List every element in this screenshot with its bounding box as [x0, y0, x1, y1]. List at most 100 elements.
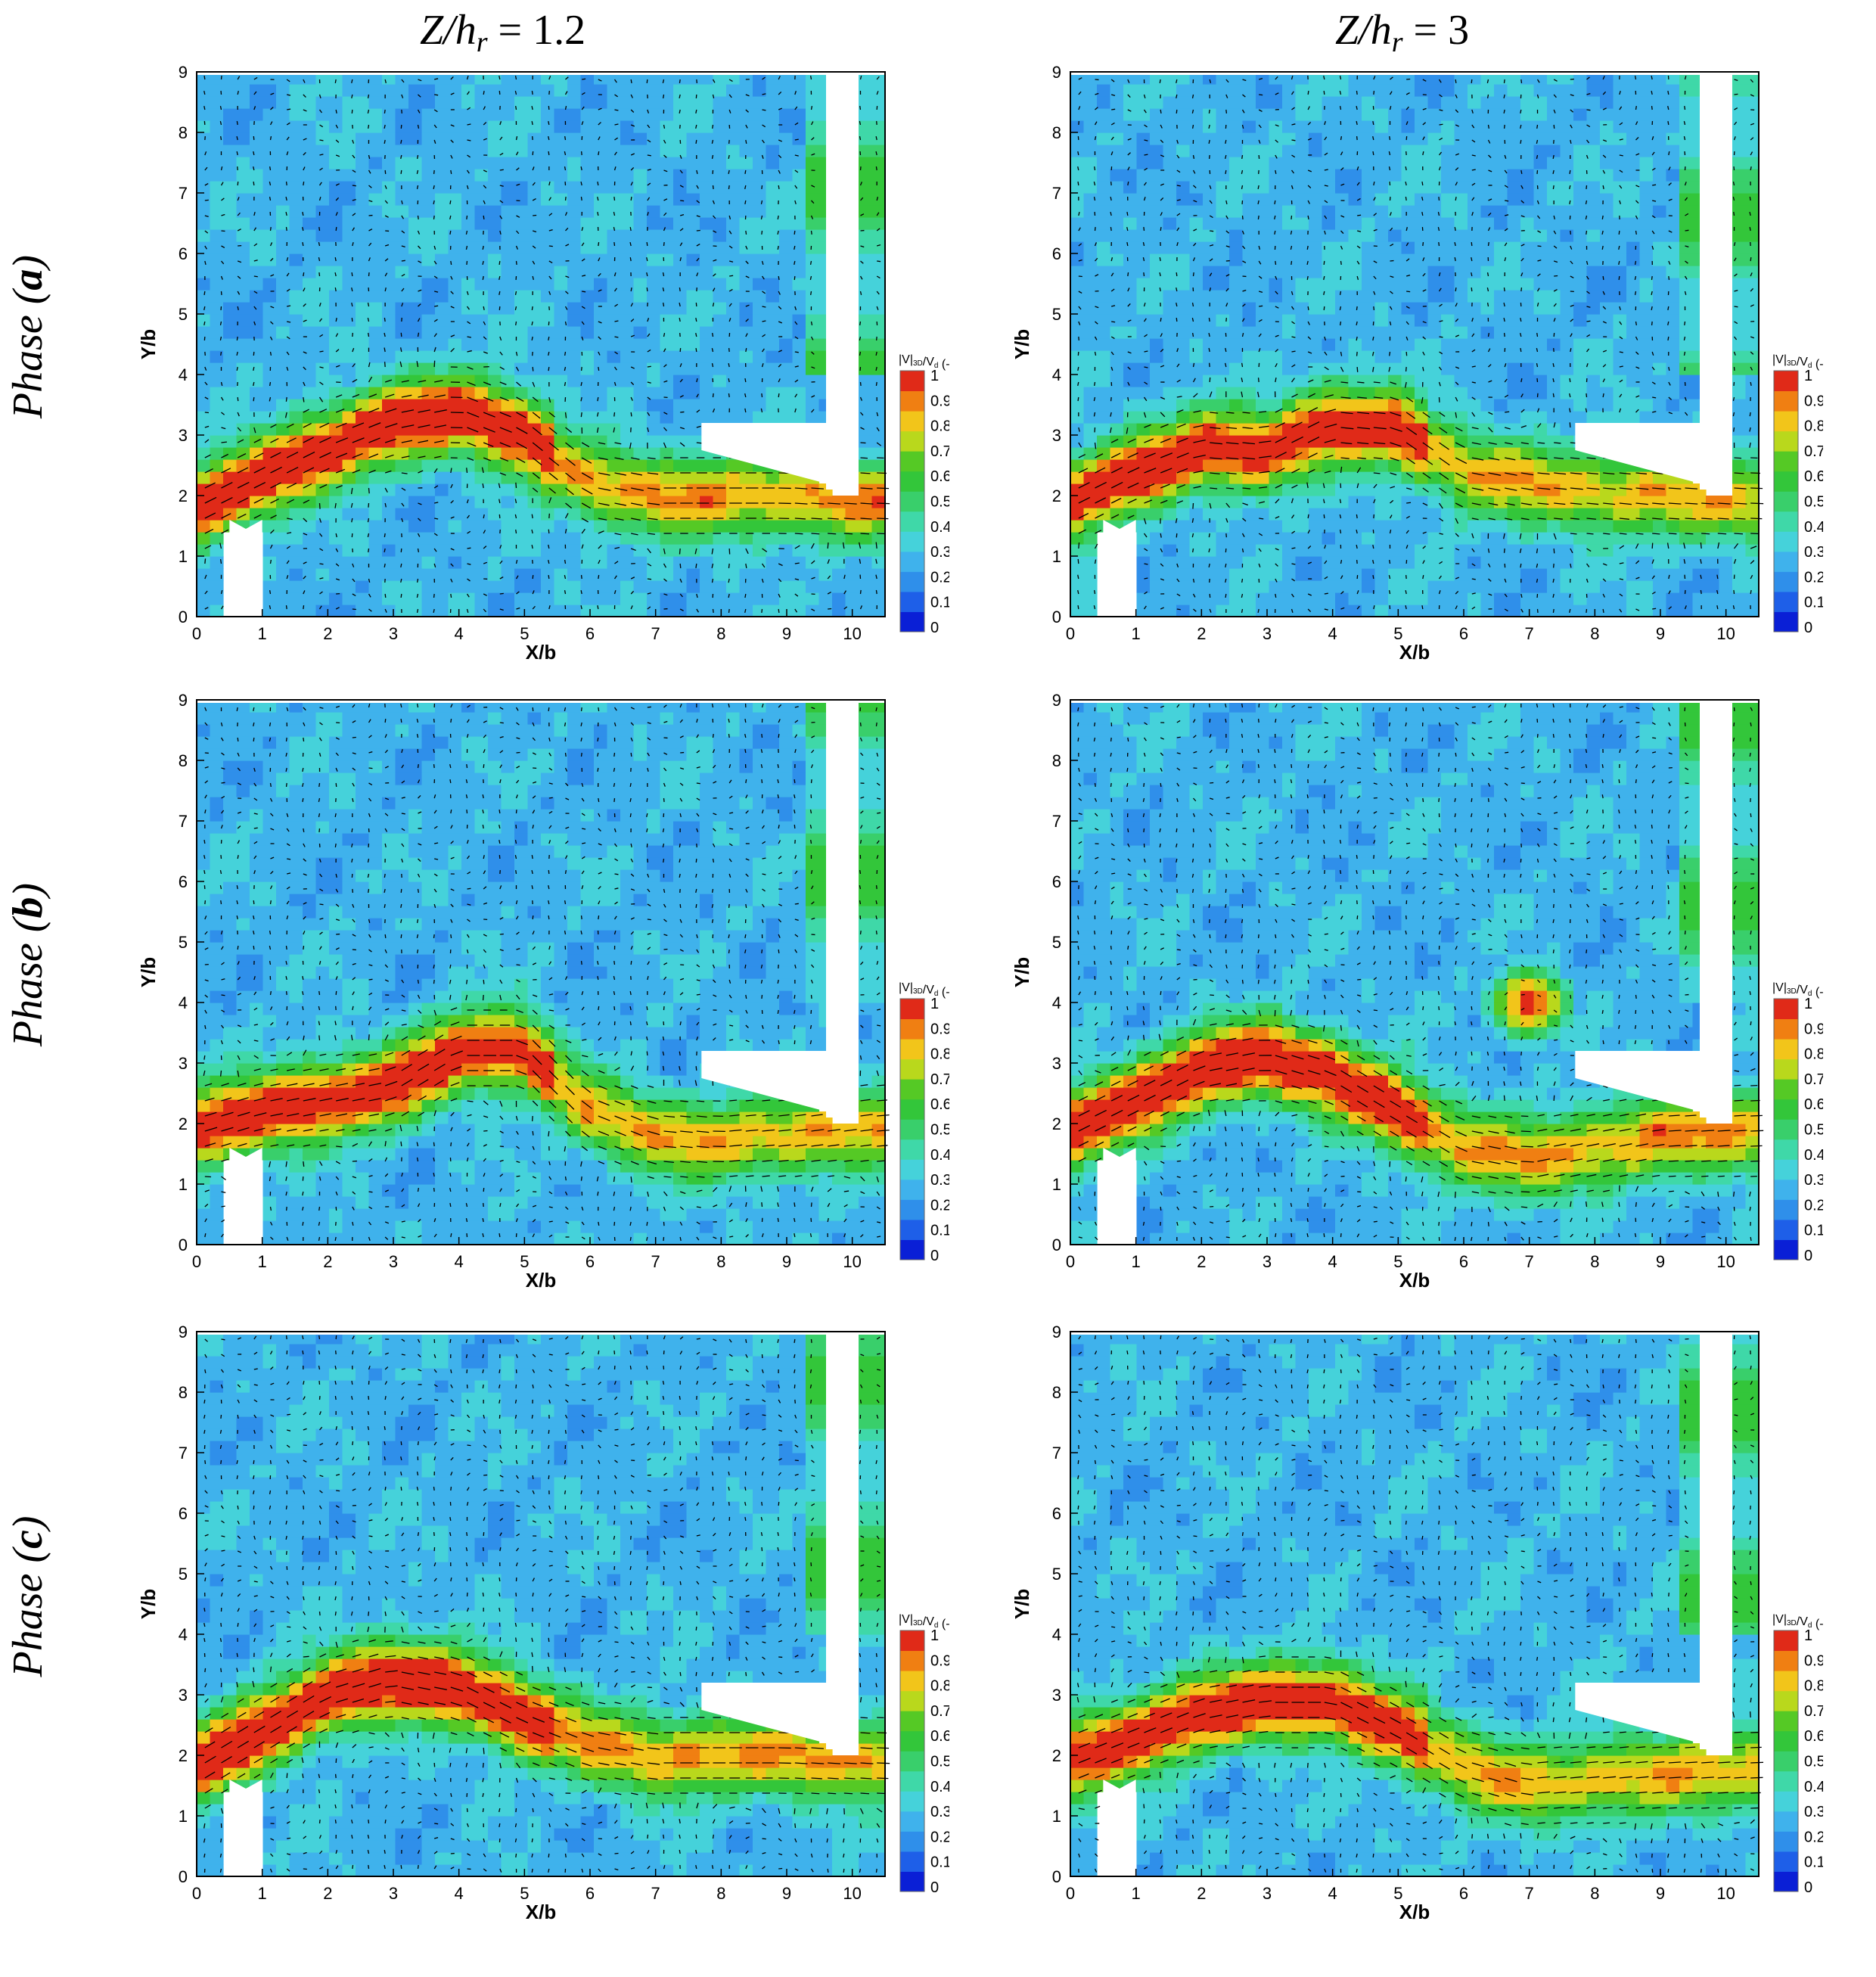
vector-arrow: [269, 166, 272, 171]
field-cell: [1415, 496, 1429, 508]
vector-arrow: [270, 482, 281, 489]
field-cell: [700, 266, 714, 278]
field-cell: [607, 181, 621, 194]
vector-arrow: [875, 574, 877, 580]
field-cell: [303, 508, 317, 521]
field-cell: [1242, 217, 1256, 230]
field-cell: [541, 605, 555, 617]
field-cell: [620, 496, 635, 508]
vector-arrow: [630, 605, 633, 610]
field-cell: [197, 532, 211, 545]
field-cell: [1295, 193, 1309, 206]
vector-arrow: [679, 442, 685, 447]
vector-arrow: [778, 393, 780, 398]
field-cell: [806, 193, 820, 206]
field-cell: [1335, 132, 1350, 145]
field-cell: [647, 278, 661, 291]
vector-arrow: [253, 181, 255, 186]
field-cell: [1097, 362, 1111, 375]
vector-arrow: [859, 75, 862, 80]
vector-arrow: [450, 593, 452, 598]
field-cell: [1256, 169, 1270, 182]
field-cell: [342, 399, 356, 412]
field-cell: [1362, 108, 1376, 121]
field-cell: [382, 157, 396, 169]
field-cell: [594, 278, 608, 291]
field-cell: [356, 120, 370, 133]
vector-arrow: [203, 75, 206, 80]
field-cell: [356, 193, 370, 206]
field-cell: [859, 314, 873, 327]
field-cell: [514, 580, 529, 593]
field-cell: [1123, 399, 1138, 412]
field-cell: [859, 72, 873, 85]
vector-arrow: [269, 196, 272, 201]
colorbar-tick-label: 0.2: [930, 569, 949, 586]
field-cell: [1256, 447, 1270, 460]
field-cell: [1110, 411, 1124, 424]
field-cell: [250, 108, 264, 121]
vector-arrow: [384, 124, 386, 129]
field-cell: [1229, 84, 1244, 97]
field-cell: [1282, 278, 1297, 291]
field-cell: [1163, 84, 1177, 97]
vector-arrow: [334, 256, 337, 262]
field-cell: [594, 217, 608, 230]
vector-arrow: [630, 319, 635, 322]
field-cell: [673, 266, 688, 278]
field-cell: [1309, 520, 1323, 533]
field-cell: [1362, 350, 1376, 363]
field-cell: [753, 217, 767, 230]
field-cell: [541, 132, 555, 145]
field-cell: [1083, 314, 1098, 327]
field-cell: [673, 217, 688, 230]
field-cell: [289, 205, 303, 218]
field-cell: [1097, 132, 1111, 145]
field-cell: [1110, 96, 1124, 109]
field-cell: [461, 278, 476, 291]
field-cell: [713, 278, 727, 291]
field-cell: [871, 362, 886, 375]
field-cell: [223, 181, 238, 194]
field-cell: [1401, 302, 1415, 315]
field-cell: [806, 411, 820, 424]
vector-arrow: [319, 366, 324, 368]
field-cell: [262, 120, 277, 133]
field-cell: [647, 350, 661, 363]
vector-arrow: [860, 533, 870, 535]
vector-arrow: [335, 533, 337, 538]
field-cell: [779, 132, 794, 145]
field-cell: [541, 556, 555, 569]
field-cell: [527, 447, 542, 460]
field-cell: [1216, 496, 1230, 508]
field-cell: [303, 290, 317, 303]
field-cell: [197, 423, 211, 436]
field-cell: [580, 496, 595, 508]
field-cell: [514, 532, 529, 545]
vector-arrow: [303, 79, 306, 83]
field-cell: [435, 411, 449, 424]
vector-arrow: [434, 409, 447, 413]
field-cell: [554, 532, 568, 545]
vector-arrow: [728, 303, 732, 307]
field-cell: [461, 423, 476, 436]
field-cell: [1216, 568, 1230, 581]
vector-arrow: [582, 291, 586, 293]
field-cell: [1348, 568, 1362, 581]
field-cell: [845, 544, 859, 557]
field-cell: [395, 96, 409, 109]
field-cell: [448, 375, 462, 387]
vector-arrow: [679, 363, 682, 368]
vector-arrow: [352, 437, 365, 443]
field-cell: [700, 496, 714, 508]
field-cell: [673, 411, 688, 424]
field-cell: [620, 253, 635, 266]
vector-arrow: [450, 468, 452, 474]
vector-arrow: [728, 347, 730, 353]
vector-arrow: [303, 483, 312, 489]
field-cell: [1083, 387, 1098, 399]
vector-arrow: [384, 454, 394, 459]
vector-arrow: [794, 487, 808, 490]
vector-arrow: [794, 518, 806, 520]
field-cell: [421, 435, 436, 448]
